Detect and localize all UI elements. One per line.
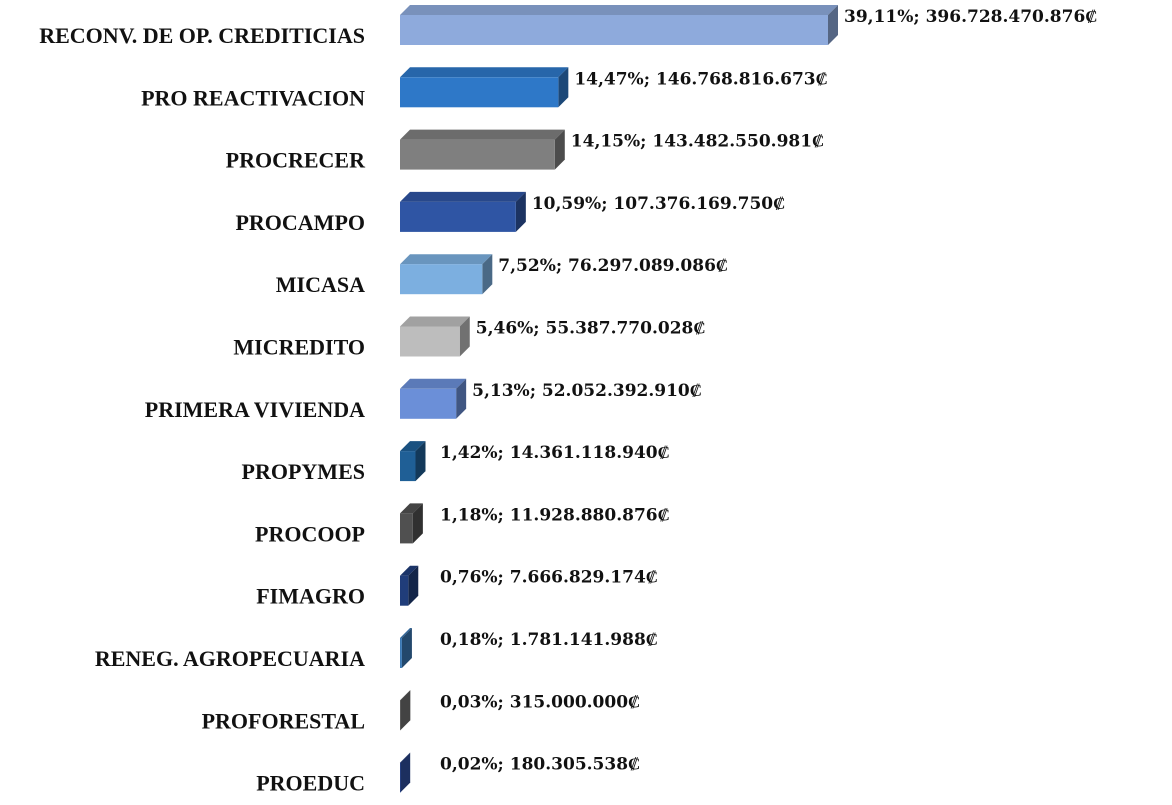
category-label: RENEG. AGROPECUARIA xyxy=(95,646,365,671)
bar-front xyxy=(400,264,483,295)
bar-side xyxy=(554,129,565,170)
bar-side xyxy=(482,254,493,295)
category-label: PROCRECER xyxy=(226,148,366,173)
bar xyxy=(400,690,411,731)
category-label: PROPYMES xyxy=(242,459,365,484)
bar-top xyxy=(400,129,565,140)
bar-top xyxy=(400,628,412,638)
bar-top xyxy=(400,690,411,701)
value-label: 0,03%; 315.000.000₡ xyxy=(440,692,640,712)
bar-front xyxy=(400,451,416,482)
value-label: 1,18%; 11.928.880.876₡ xyxy=(440,505,670,525)
bar xyxy=(400,378,467,419)
bar-front xyxy=(400,77,559,108)
category-label: RECONV. DE OP. CREDITICIAS xyxy=(39,23,365,48)
value-label: 7,52%; 76.297.089.086₡ xyxy=(498,256,728,276)
bar-side xyxy=(400,752,411,793)
bar-front xyxy=(400,638,402,668)
bar-side xyxy=(412,503,423,544)
category-label: MICREDITO xyxy=(233,335,365,360)
bar-side xyxy=(558,67,569,108)
value-label: 1,42%; 14.361.118.940₡ xyxy=(440,443,670,463)
bar-top xyxy=(400,67,569,78)
bar-front xyxy=(400,15,828,45)
bar xyxy=(400,628,412,668)
bar-top xyxy=(400,316,470,327)
value-label: 5,46%; 55.387.770.028₡ xyxy=(476,319,706,339)
bar xyxy=(400,129,565,170)
bar-front xyxy=(400,513,413,544)
bar-top xyxy=(400,441,426,452)
bar-top xyxy=(400,565,419,576)
value-label: 39,11%; 396.728.470.876₡ xyxy=(844,7,1098,27)
bar xyxy=(400,503,423,544)
bar xyxy=(400,565,419,606)
bar-top xyxy=(400,254,493,265)
bar-side xyxy=(401,628,412,668)
value-label: 10,59%; 107.376.169.750₡ xyxy=(532,194,786,214)
bar-top xyxy=(400,752,411,763)
bar xyxy=(400,191,526,232)
bar xyxy=(400,254,493,295)
bar-side xyxy=(828,5,838,45)
category-label: PROCOOP xyxy=(255,521,365,546)
bar xyxy=(400,5,838,45)
category-label: PRO REACTIVACION xyxy=(141,85,365,110)
bar-top xyxy=(400,191,526,202)
bar-side xyxy=(408,565,419,606)
bar-front xyxy=(400,326,460,357)
value-label: 0,02%; 180.305.538₡ xyxy=(440,755,640,775)
bar xyxy=(400,752,411,793)
bar xyxy=(400,441,426,482)
bar-front xyxy=(400,762,401,793)
value-label: 0,18%; 1.781.141.988₡ xyxy=(440,630,658,650)
value-label: 14,47%; 146.768.816.673₡ xyxy=(574,69,828,89)
bar-front xyxy=(400,700,401,731)
value-label: 5,13%; 52.052.392.910₡ xyxy=(472,381,702,401)
bar-side xyxy=(515,191,526,232)
bar xyxy=(400,316,470,357)
bar-side xyxy=(415,441,426,482)
bar-front xyxy=(400,575,409,606)
bar-front xyxy=(400,388,457,419)
bar-side xyxy=(456,378,467,419)
category-label: PROCAMPO xyxy=(235,210,365,235)
category-label: FIMAGRO xyxy=(256,584,365,609)
bar-top xyxy=(400,5,838,15)
value-label: 14,15%; 143.482.550.981₡ xyxy=(571,132,825,152)
value-label: 0,76%; 7.666.829.174₡ xyxy=(440,568,658,588)
bar xyxy=(400,67,569,108)
category-label: PROEDUC xyxy=(256,771,365,796)
category-label: PRIMERA VIVIENDA xyxy=(145,397,365,422)
bar-top xyxy=(400,378,467,389)
bar-side xyxy=(459,316,470,357)
bar-top xyxy=(400,503,423,514)
bar-side xyxy=(400,690,411,731)
category-label: PROFORESTAL xyxy=(202,708,365,733)
bar-front xyxy=(400,201,516,232)
category-label: MICASA xyxy=(276,272,365,297)
bar-front xyxy=(400,139,555,170)
